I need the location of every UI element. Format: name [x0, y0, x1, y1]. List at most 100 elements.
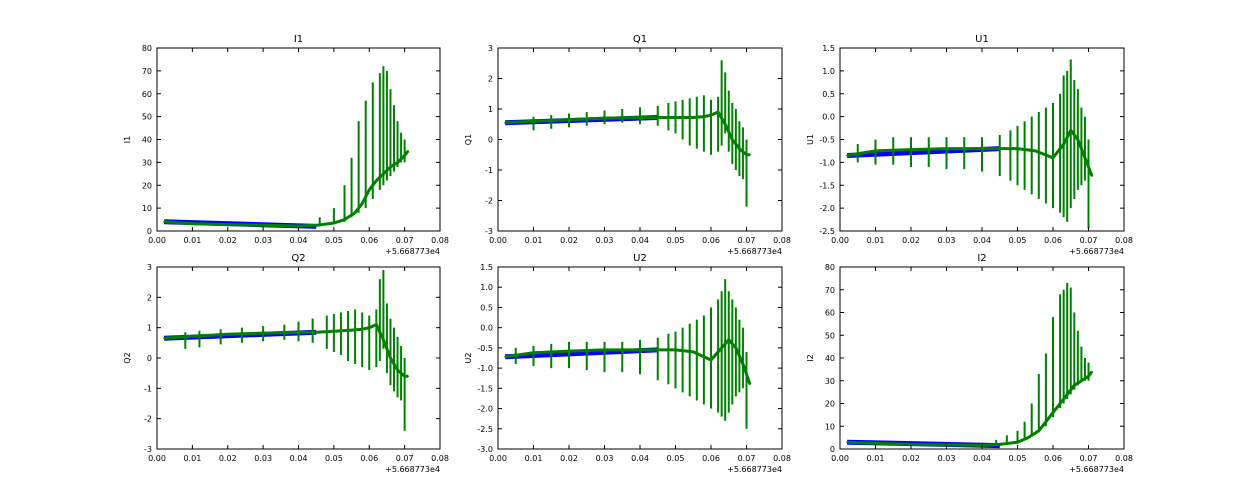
x-tick-label: 0.03	[254, 236, 272, 245]
data-point	[742, 363, 744, 365]
data-point	[382, 173, 385, 175]
y-tick-label: -2	[144, 415, 152, 424]
data-point	[692, 116, 695, 119]
series-green	[504, 279, 752, 429]
y-tick-label: 2	[488, 75, 493, 84]
data-point	[504, 355, 506, 358]
data-point	[368, 189, 371, 191]
x-offset-label: +5.668773e4	[727, 247, 782, 256]
data-point	[1091, 175, 1093, 177]
x-tick-label: 0.01	[867, 454, 885, 463]
data-point	[674, 116, 677, 119]
data-point	[639, 116, 641, 119]
y-tick-label: -1.5	[819, 181, 835, 190]
data-point	[262, 224, 264, 227]
x-tick-label: 0.08	[431, 454, 449, 463]
data-point	[1016, 147, 1019, 150]
y-tick-label: 3	[488, 44, 493, 53]
data-point	[945, 147, 948, 150]
chart-title: Q1	[633, 34, 647, 45]
data-point	[1084, 157, 1086, 159]
series-green	[163, 270, 409, 431]
x-offset-label: +5.668773e4	[727, 465, 782, 474]
y-tick-label: -0.5	[477, 344, 493, 353]
data-point	[368, 326, 371, 329]
plot-area	[163, 66, 410, 229]
y-tick-label: 40	[142, 136, 152, 145]
data-point	[1052, 157, 1054, 159]
series-green	[163, 66, 410, 228]
data-point	[692, 351, 695, 353]
data-point	[1069, 129, 1072, 132]
y-axis-label: I1	[123, 136, 132, 143]
y-tick-label: 0.5	[822, 90, 835, 99]
y-axis-label: Q1	[464, 134, 473, 145]
x-tick-label: 0.07	[1080, 236, 1098, 245]
x-tick-label: 0.07	[738, 236, 756, 245]
x-tick-label: 0.00	[489, 236, 507, 245]
x-tick-label: 0.06	[360, 236, 378, 245]
y-tick-label: 0	[830, 445, 835, 454]
data-point	[532, 351, 535, 354]
x-tick-label: 0.03	[938, 454, 956, 463]
data-point	[1027, 436, 1029, 439]
data-point	[191, 335, 194, 337]
data-point	[603, 117, 606, 119]
subplot-i2: I2 I2 0.00 0.01 0.02 0.03 0.04 0.05 0.06 0.07 0.08…	[806, 253, 1133, 474]
y-tick-label: -0.5	[819, 136, 835, 145]
data-point	[874, 442, 877, 445]
y-tick-label: -1	[485, 166, 493, 175]
x-tick-label: 0.05	[667, 454, 685, 463]
data-point	[1087, 375, 1090, 378]
data-point	[396, 161, 399, 164]
x-tick-label: 0.00	[148, 236, 166, 245]
data-point	[710, 359, 712, 361]
y-tick-label: 1.0	[822, 67, 835, 76]
x-tick-label: 0.05	[667, 236, 685, 245]
x-tick-label: 0.07	[396, 454, 414, 463]
x-tick-label: 0.04	[973, 454, 991, 463]
data-point	[568, 350, 570, 352]
x-offset-label: +5.668773e4	[1069, 465, 1124, 474]
data-point	[568, 118, 570, 121]
subplot-q2: Q2 Q2 0.00 0.01 0.02 0.03 0.04 0.05 0.06 0.07 0.08…	[123, 253, 449, 474]
x-tick-label: 0.01	[525, 454, 543, 463]
y-tick-label: 60	[142, 90, 152, 99]
y-tick-label: -2.5	[819, 227, 835, 236]
data-point	[1045, 420, 1047, 423]
data-point	[1052, 411, 1054, 414]
plot-area	[163, 270, 409, 431]
y-tick-label: 1.5	[822, 44, 835, 53]
data-point	[738, 147, 741, 150]
data-point	[1080, 379, 1083, 382]
data-point	[407, 150, 409, 152]
y-tick-label: 60	[825, 309, 835, 318]
data-point	[389, 166, 392, 168]
series-green	[846, 59, 1094, 229]
x-tick-label: 0.04	[290, 236, 308, 245]
data-point	[717, 111, 719, 113]
y-axis-label: I2	[806, 354, 815, 361]
x-tick-label: 0.08	[773, 454, 791, 463]
y-tick-label: 80	[825, 263, 835, 272]
data-point	[1077, 138, 1079, 141]
y-tick-label: -1.0	[819, 158, 835, 167]
data-point	[504, 121, 506, 124]
x-tick-label: 0.05	[1009, 454, 1027, 463]
data-point	[226, 223, 229, 226]
data-point	[226, 333, 229, 336]
data-point	[749, 153, 751, 156]
y-tick-label: -1.5	[477, 384, 493, 393]
data-point	[639, 349, 641, 351]
data-point	[998, 147, 1001, 150]
y-tick-label: 20	[825, 400, 835, 409]
plot-area	[846, 59, 1094, 229]
data-point	[846, 441, 848, 443]
data-point	[703, 115, 705, 118]
y-tick-label: 10	[142, 204, 152, 213]
x-offset-label: +5.668773e4	[385, 465, 440, 474]
y-tick-label: 70	[142, 67, 152, 76]
data-point	[297, 331, 300, 334]
x-tick-label: 0.08	[1115, 454, 1133, 463]
